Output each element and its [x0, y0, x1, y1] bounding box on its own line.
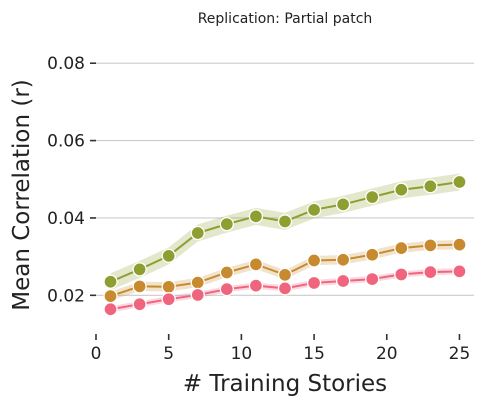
- series-1-point: [394, 240, 409, 256]
- series-0-point: [336, 197, 351, 212]
- series-1-point: [336, 252, 351, 267]
- series-2-point: [423, 264, 438, 280]
- x-tick-label: 25: [449, 344, 471, 364]
- series-2-point: [365, 271, 380, 287]
- series-1-point: [132, 279, 147, 294]
- series-0-point: [306, 202, 322, 217]
- x-tick-label: 15: [303, 344, 325, 364]
- x-axis-ticks: 0 5 10 15 20 25: [91, 334, 471, 364]
- series-2-point: [452, 264, 467, 279]
- series-1-point: [103, 288, 118, 304]
- series-0-point: [103, 274, 118, 289]
- series-2-point: [277, 281, 293, 296]
- series-2-point: [103, 302, 118, 317]
- series-1-point: [365, 247, 380, 262]
- series-2-point: [132, 297, 147, 312]
- series-2-point: [219, 281, 234, 297]
- series-0-point: [190, 225, 205, 241]
- series-0-point: [394, 182, 409, 197]
- x-axis-label: # Training Stories: [183, 371, 387, 397]
- y-tick-label: 0.02: [47, 286, 85, 306]
- x-tick-label: 10: [231, 344, 253, 364]
- series-1-point: [277, 267, 293, 282]
- series-2-point: [190, 287, 205, 303]
- series-2-point: [248, 278, 264, 293]
- series-0-point: [161, 248, 176, 264]
- x-tick-label: 20: [376, 344, 398, 364]
- series-0-point: [132, 262, 147, 277]
- series-0-point: [423, 179, 438, 194]
- series-markers: [103, 174, 467, 317]
- series-2-point: [161, 292, 176, 307]
- series-0-point: [365, 189, 380, 205]
- series-1-point: [423, 238, 438, 253]
- y-axis-label: Mean Correlation (r): [9, 79, 35, 311]
- x-tick-label: 5: [163, 344, 174, 364]
- series-0-point: [452, 174, 467, 190]
- chart-title: Replication: Partial patch: [198, 11, 373, 27]
- series-1-point: [190, 275, 205, 290]
- y-axis-ticks: 0.02 0.04 0.06 0.08: [47, 54, 96, 306]
- series-0-point: [277, 214, 293, 229]
- series-2-point: [336, 273, 351, 289]
- series-1-point: [161, 279, 176, 294]
- x-tick-label: 0: [91, 344, 102, 364]
- series-0-point: [248, 209, 264, 224]
- series-1-point: [219, 265, 234, 280]
- series-1-point: [248, 257, 264, 272]
- series-0-point: [219, 216, 234, 232]
- y-tick-label: 0.06: [47, 132, 85, 152]
- series-1-point: [452, 237, 467, 252]
- y-tick-label: 0.04: [47, 209, 85, 229]
- series-2-point: [306, 275, 322, 291]
- series-1-point: [306, 253, 322, 268]
- y-tick-label: 0.08: [47, 54, 85, 74]
- series-2-point: [394, 267, 409, 282]
